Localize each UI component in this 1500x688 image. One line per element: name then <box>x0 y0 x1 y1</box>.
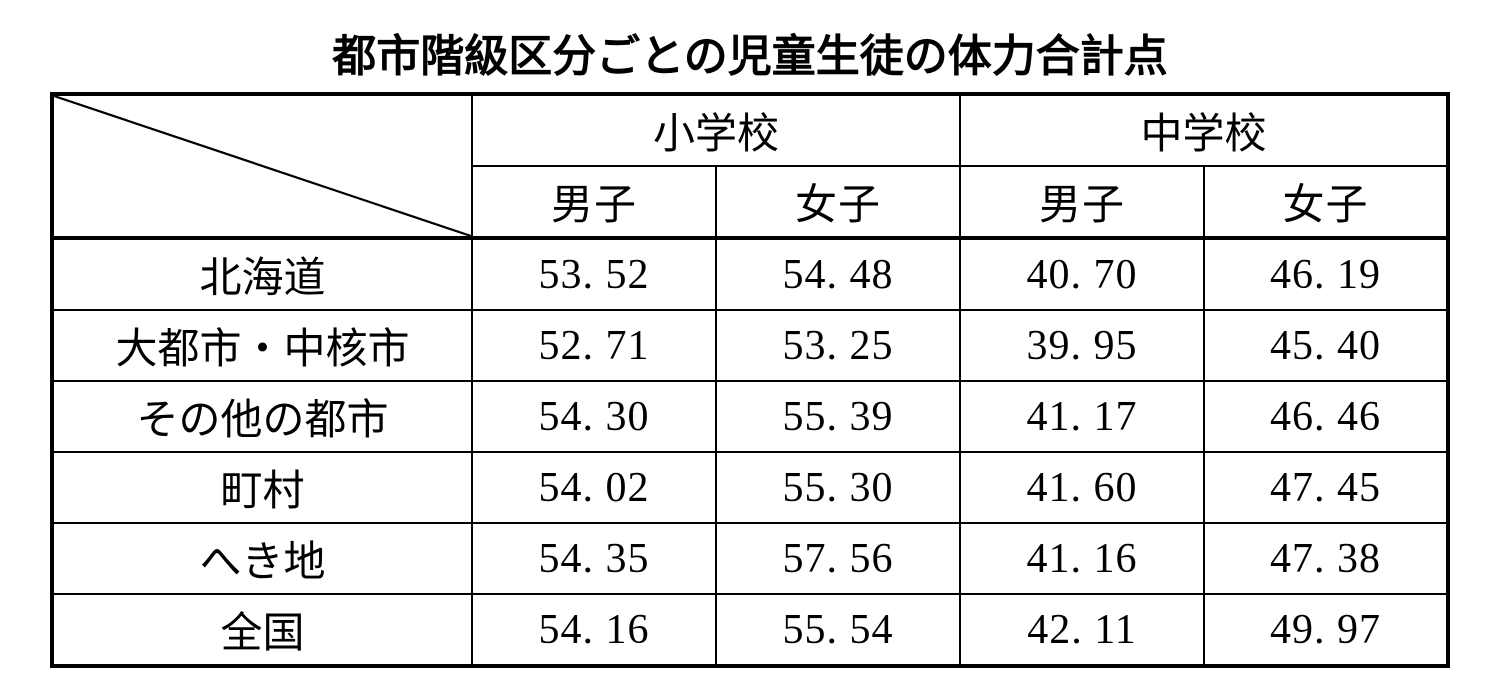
data-cell: 53. 25 <box>716 310 960 381</box>
data-cell: 47. 38 <box>1204 523 1448 594</box>
table-row: へき地 54. 35 57. 56 41. 16 47. 38 <box>52 523 1448 594</box>
data-cell: 54. 35 <box>472 523 716 594</box>
header-group-junior: 中学校 <box>960 94 1448 166</box>
row-header-cell: 町村 <box>52 452 472 523</box>
data-cell: 42. 11 <box>960 594 1204 666</box>
row-header-cell: 全国 <box>52 594 472 666</box>
data-cell: 46. 19 <box>1204 238 1448 310</box>
data-cell: 45. 40 <box>1204 310 1448 381</box>
data-cell: 52. 71 <box>472 310 716 381</box>
data-cell: 57. 56 <box>716 523 960 594</box>
data-cell: 41. 17 <box>960 381 1204 452</box>
row-header-cell: その他の都市 <box>52 381 472 452</box>
diagonal-line-icon <box>54 96 471 236</box>
header-group-elementary: 小学校 <box>472 94 960 166</box>
sub-header-cell: 女子 <box>716 166 960 238</box>
data-cell: 47. 45 <box>1204 452 1448 523</box>
data-cell: 39. 95 <box>960 310 1204 381</box>
data-cell: 46. 46 <box>1204 381 1448 452</box>
sub-header-cell: 男子 <box>472 166 716 238</box>
table-row: 町村 54. 02 55. 30 41. 60 47. 45 <box>52 452 1448 523</box>
row-header-cell: 大都市・中核市 <box>52 310 472 381</box>
diagonal-header-cell <box>52 94 472 238</box>
row-header-cell: 北海道 <box>52 238 472 310</box>
data-cell: 55. 30 <box>716 452 960 523</box>
data-cell: 54. 16 <box>472 594 716 666</box>
data-cell: 49. 97 <box>1204 594 1448 666</box>
row-header-cell: へき地 <box>52 523 472 594</box>
sub-header-cell: 男子 <box>960 166 1204 238</box>
data-cell: 55. 39 <box>716 381 960 452</box>
data-cell: 54. 48 <box>716 238 960 310</box>
table-row: 全国 54. 16 55. 54 42. 11 49. 97 <box>52 594 1448 666</box>
data-cell: 55. 54 <box>716 594 960 666</box>
data-cell: 54. 02 <box>472 452 716 523</box>
data-cell: 41. 16 <box>960 523 1204 594</box>
table-row: その他の都市 54. 30 55. 39 41. 17 46. 46 <box>52 381 1448 452</box>
table-row: 北海道 53. 52 54. 48 40. 70 46. 19 <box>52 238 1448 310</box>
sub-header-cell: 女子 <box>1204 166 1448 238</box>
table-title: 都市階級区分ごとの児童生徒の体力合計点 <box>332 20 1168 84</box>
table-row: 大都市・中核市 52. 71 53. 25 39. 95 45. 40 <box>52 310 1448 381</box>
data-cell: 54. 30 <box>472 381 716 452</box>
data-cell: 53. 52 <box>472 238 716 310</box>
data-cell: 40. 70 <box>960 238 1204 310</box>
data-cell: 41. 60 <box>960 452 1204 523</box>
data-table: 小学校 中学校 男子 女子 男子 女子 北海道 53. 52 54. 48 40… <box>50 92 1450 668</box>
